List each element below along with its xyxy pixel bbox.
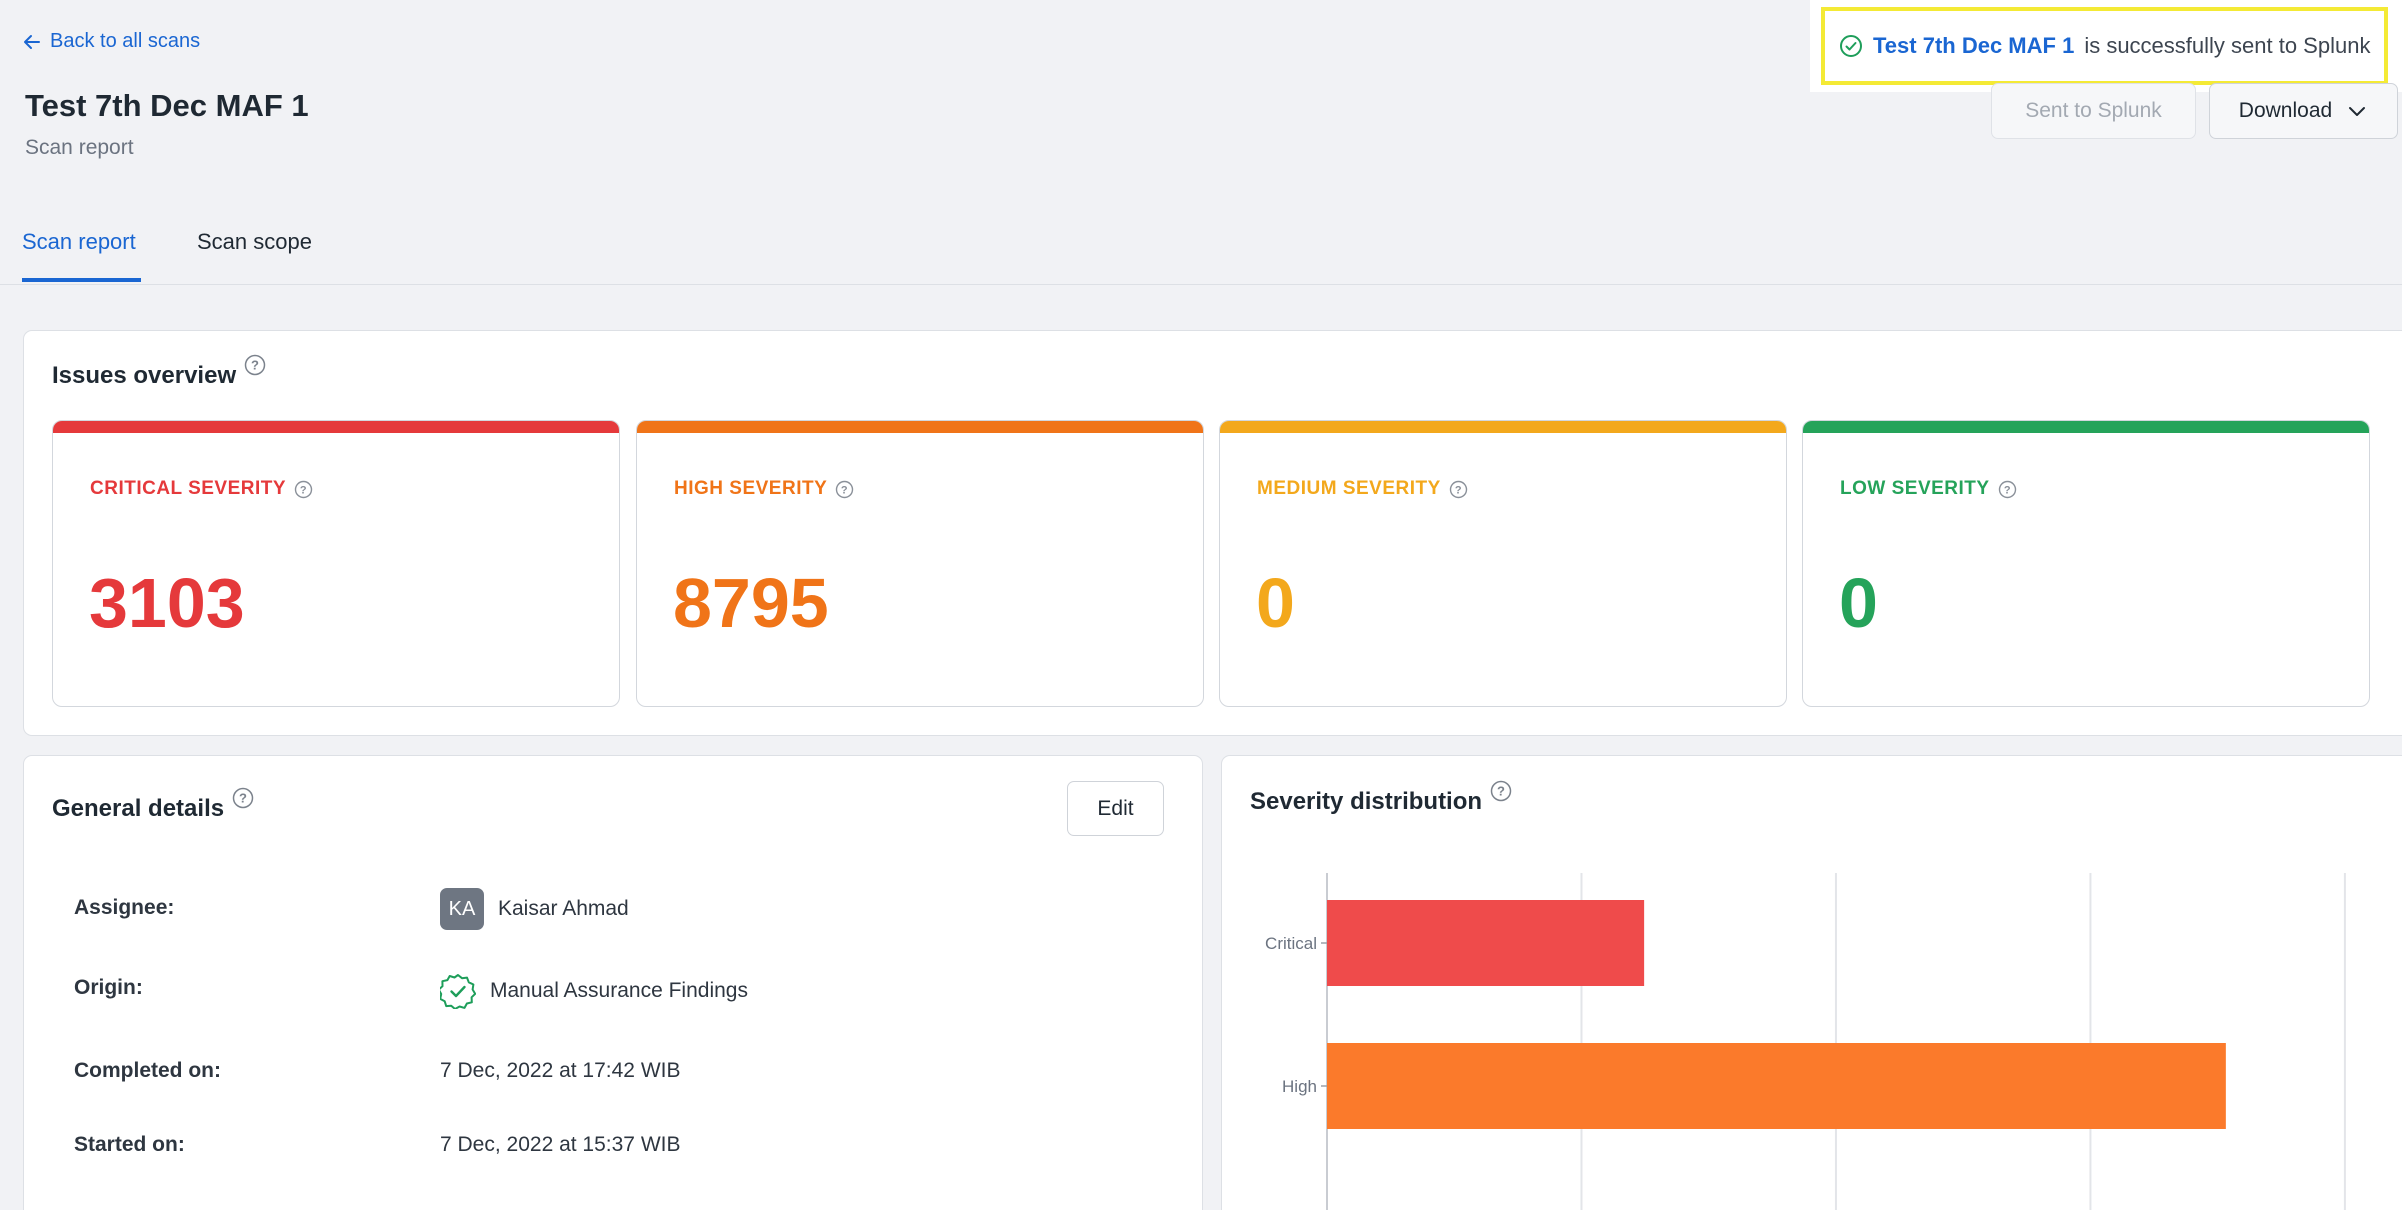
avatar: KA (440, 888, 484, 930)
page-title: Test 7th Dec MAF 1 (25, 88, 309, 123)
download-button[interactable]: Download (2209, 83, 2398, 139)
chart-tick-label: Critical (1265, 934, 1317, 953)
svg-text:?: ? (300, 484, 307, 496)
arrow-left-icon (24, 34, 40, 49)
help-icon[interactable]: ? (244, 354, 266, 376)
low-severity-card[interactable]: LOW SEVERITY ? 0 (1802, 420, 2370, 707)
verified-badge-icon (440, 974, 476, 1009)
completed-label: Completed on: (74, 1059, 221, 1082)
issues-overview-heading: Issues overview (52, 362, 237, 389)
high-severity-card[interactable]: HIGH SEVERITY ? 8795 (636, 420, 1204, 707)
high-label-text: HIGH SEVERITY (674, 478, 828, 499)
assignee-value: KA Kaisar Ahmad (440, 888, 629, 930)
started-label: Started on: (74, 1133, 185, 1156)
svg-text:?: ? (1497, 784, 1505, 799)
success-toast: Test 7th Dec MAF 1 is successfully sent … (1821, 7, 2388, 85)
high-color-bar (637, 421, 1203, 433)
started-value: 7 Dec, 2022 at 15:37 WIB (440, 1133, 681, 1156)
chevron-down-icon (2349, 107, 2366, 116)
severity-bar-chart: Critical High (1265, 873, 2346, 1210)
general-details-panel (23, 755, 1203, 1210)
help-icon[interactable]: ? (1998, 480, 2017, 499)
medium-severity-label: MEDIUM SEVERITY ? (1257, 478, 1468, 500)
svg-text:?: ? (239, 791, 247, 806)
chart-bar-high (1327, 1043, 2226, 1129)
tab-bar: Scan report Scan scope (0, 205, 2402, 285)
origin-label: Origin: (74, 976, 143, 999)
critical-color-bar (53, 421, 619, 433)
origin-value: Manual Assurance Findings (440, 973, 748, 1009)
critical-severity-card[interactable]: CRITICAL SEVERITY ? 3103 (52, 420, 620, 707)
general-details-heading: General details (52, 795, 225, 822)
back-to-scans-link[interactable]: Back to all scans (22, 30, 200, 53)
help-icon[interactable]: ? (1449, 480, 1468, 499)
origin-text: Manual Assurance Findings (490, 979, 748, 1002)
check-circle-icon (1840, 35, 1862, 57)
tab-scan-report[interactable]: Scan report (22, 229, 136, 254)
medium-label-text: MEDIUM SEVERITY (1257, 478, 1441, 499)
assignee-name: Kaisar Ahmad (498, 897, 629, 920)
medium-severity-card[interactable]: MEDIUM SEVERITY ? 0 (1219, 420, 1787, 707)
low-severity-label: LOW SEVERITY ? (1840, 478, 2017, 500)
back-link-label: Back to all scans (50, 30, 201, 52)
severity-distribution-chart: Critical High (1221, 855, 2402, 1210)
general-details-title: General details ? (52, 787, 254, 823)
edit-button[interactable]: Edit (1067, 781, 1164, 836)
chart-tick-label: High (1282, 1077, 1317, 1096)
svg-text:?: ? (841, 484, 848, 496)
download-label: Download (2238, 99, 2333, 122)
toast-message: is successfully sent to Splunk (2084, 33, 2371, 58)
severity-distribution-heading: Severity distribution (1250, 788, 1483, 815)
toast-scan-link[interactable]: Test 7th Dec MAF 1 (1873, 33, 2075, 58)
tab-scan-scope[interactable]: Scan scope (197, 229, 312, 254)
critical-severity-count: 3103 (89, 564, 245, 642)
low-severity-count: 0 (1839, 564, 1878, 642)
assignee-label: Assignee: (74, 896, 175, 919)
help-icon[interactable]: ? (232, 787, 254, 809)
svg-text:?: ? (1455, 484, 1462, 496)
medium-color-bar (1220, 421, 1786, 433)
completed-value: 7 Dec, 2022 at 17:42 WIB (440, 1059, 681, 1082)
active-tab-indicator (22, 278, 141, 282)
low-color-bar (1803, 421, 2369, 433)
medium-severity-count: 0 (1256, 564, 1295, 642)
low-label-text: LOW SEVERITY (1840, 478, 1990, 499)
critical-severity-label: CRITICAL SEVERITY ? (90, 478, 313, 500)
critical-label-text: CRITICAL SEVERITY (90, 478, 287, 499)
page-subtitle: Scan report (25, 136, 134, 159)
sent-to-splunk-button[interactable]: Sent to Splunk (1991, 83, 2196, 139)
issues-overview-title: Issues overview ? (52, 354, 266, 390)
high-severity-count: 8795 (673, 564, 829, 642)
svg-text:?: ? (2003, 484, 2010, 496)
help-icon[interactable]: ? (1490, 780, 1512, 802)
chart-bar-critical (1327, 900, 1645, 986)
help-icon[interactable]: ? (294, 480, 313, 499)
high-severity-label: HIGH SEVERITY ? (674, 478, 854, 500)
help-icon[interactable]: ? (835, 480, 854, 499)
svg-text:?: ? (251, 358, 259, 373)
severity-distribution-title: Severity distribution ? (1250, 780, 1512, 816)
